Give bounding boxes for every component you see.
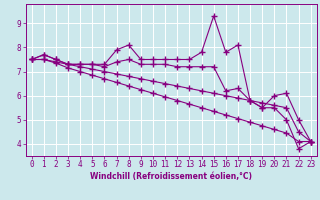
X-axis label: Windchill (Refroidissement éolien,°C): Windchill (Refroidissement éolien,°C) (90, 172, 252, 181)
